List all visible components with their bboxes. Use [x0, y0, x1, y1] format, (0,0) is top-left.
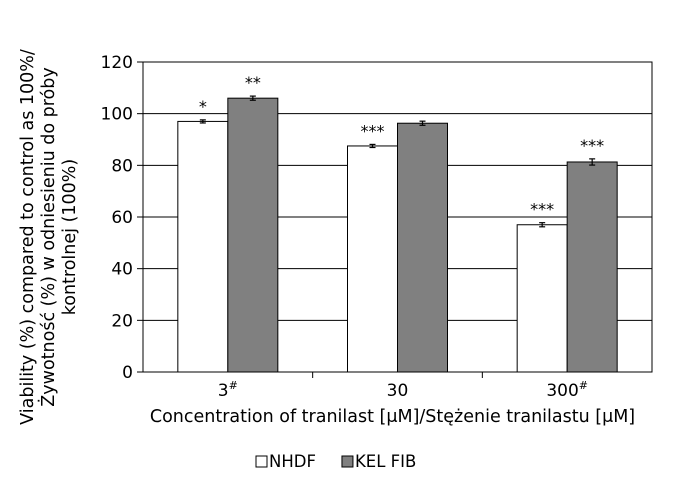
ytick-label: 40	[111, 260, 133, 280]
xtick-label-main: 30	[387, 381, 409, 401]
bar-nhdf-1	[347, 145, 398, 373]
bar-nhdf-0	[177, 120, 229, 373]
y-axis-title-line: Żywotność (%) w odniesieniu do próby	[38, 67, 59, 406]
legend-label: KEL FIB	[355, 452, 416, 471]
bar-kel-fib-0	[227, 97, 279, 373]
xtick-label-superscript: #	[579, 379, 588, 392]
xtick-label-main: 3	[218, 381, 229, 401]
significance-label: *	[199, 97, 207, 116]
y-axis-title: Viability (%) compared to control as 100…	[18, 49, 80, 425]
ytick-label: 120	[101, 53, 133, 73]
ytick-label: 100	[101, 105, 133, 125]
ytick-label: 0	[122, 363, 133, 383]
xtick-label-main: 300	[546, 381, 578, 401]
axes	[137, 61, 653, 378]
bar-kel-fib-2	[566, 161, 618, 373]
significance-label: ***	[361, 121, 385, 140]
xtick-label: 30	[387, 381, 409, 401]
ytick-label: 20	[111, 311, 133, 331]
xtick-label-superscript: #	[229, 379, 238, 392]
legend: NHDF KEL FIB	[255, 452, 416, 471]
xtick-label: 3#	[218, 379, 238, 401]
significance-label: **	[245, 73, 261, 92]
labels: 020406080100120***3#***30******300#Viabi…	[18, 49, 635, 427]
xtick-label: 300#	[546, 379, 588, 401]
ytick-label: 60	[111, 208, 133, 228]
y-axis-title-line: kontrolnej (100%)	[60, 159, 80, 316]
legend-swatch-nhdf	[255, 455, 268, 468]
significance-label: ***	[580, 136, 604, 155]
legend-label: NHDF	[269, 452, 316, 471]
ytick-label: 80	[111, 156, 133, 176]
legend-swatch-kel-fib	[341, 455, 354, 468]
significance-label: ***	[530, 200, 554, 219]
bar-kel-fib-1	[397, 122, 448, 373]
y-axis-title-line: Viability (%) compared to control as 100…	[18, 49, 38, 425]
x-axis-title: Concentration of tranilast [μM]/Stężenie…	[150, 407, 635, 427]
bar-nhdf-2	[516, 224, 568, 373]
bars	[177, 95, 618, 373]
